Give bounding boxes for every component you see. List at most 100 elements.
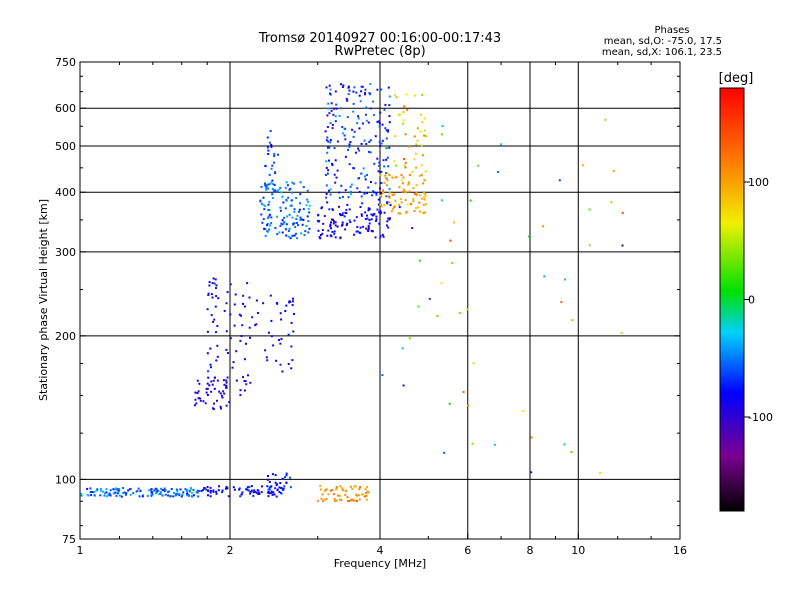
echo-point <box>286 215 289 218</box>
echo-point <box>436 315 439 318</box>
echo-point <box>401 182 404 185</box>
echo-point <box>394 135 397 138</box>
echo-point <box>388 95 391 98</box>
echo-point <box>358 498 361 501</box>
echo-point <box>219 405 222 408</box>
echo-point <box>338 191 341 194</box>
echo-point <box>368 150 370 153</box>
echo-point <box>263 208 266 211</box>
echo-point <box>270 143 273 146</box>
echo-point <box>223 309 226 312</box>
echo-point <box>198 382 201 385</box>
echo-point <box>106 495 109 498</box>
echo-point <box>334 181 337 184</box>
echo-point <box>178 493 181 495</box>
echo-point <box>424 194 427 197</box>
echo-point <box>217 297 220 300</box>
echo-point <box>423 179 426 182</box>
echo-point <box>268 486 271 489</box>
echo-point <box>325 86 328 89</box>
echo-point <box>120 495 123 498</box>
echo-point <box>268 173 271 176</box>
echo-point <box>280 487 283 489</box>
echo-point <box>380 170 383 173</box>
echo-point <box>320 497 323 500</box>
echo-point <box>367 225 370 228</box>
echo-point <box>161 494 164 497</box>
echo-point <box>451 261 454 264</box>
echo-point <box>335 486 338 488</box>
echo-point <box>386 156 389 159</box>
echo-point <box>287 235 290 238</box>
echo-point <box>290 235 293 238</box>
echo-point <box>240 493 243 496</box>
echo-point <box>213 318 216 321</box>
echo-point <box>325 498 328 500</box>
echo-point <box>172 495 175 498</box>
echo-point <box>348 500 351 502</box>
echo-point <box>375 191 378 194</box>
echo-point <box>199 399 202 402</box>
echo-point <box>304 230 307 233</box>
echo-point <box>334 221 337 224</box>
echo-point <box>206 387 209 390</box>
echo-point <box>112 492 115 495</box>
echo-point <box>377 198 380 201</box>
echo-point <box>271 188 274 191</box>
echo-point <box>210 489 213 492</box>
echo-point <box>281 477 284 480</box>
echo-point <box>117 491 120 494</box>
echo-point <box>323 489 326 492</box>
echo-point <box>325 193 328 195</box>
echo-point <box>295 218 298 220</box>
echo-point <box>207 494 209 497</box>
echo-point <box>329 122 332 125</box>
echo-point <box>358 190 361 193</box>
echo-point <box>355 216 358 219</box>
echo-point <box>125 493 127 496</box>
echo-point <box>288 301 291 304</box>
echo-point <box>174 494 177 497</box>
echo-point <box>89 487 92 490</box>
echo-point <box>214 305 217 308</box>
echo-point <box>329 92 332 95</box>
echo-point <box>353 499 356 502</box>
echo-point <box>196 392 199 394</box>
echo-point <box>621 244 624 247</box>
echo-point <box>285 304 288 307</box>
echo-point <box>194 391 197 394</box>
echo-point <box>360 85 363 88</box>
echo-point <box>542 225 545 228</box>
echo-point <box>254 490 257 493</box>
echo-point <box>393 94 396 97</box>
echo-point <box>382 159 385 162</box>
echo-point <box>287 333 290 336</box>
echo-point <box>329 234 332 237</box>
echo-point <box>378 164 381 167</box>
echo-point <box>267 495 270 498</box>
echo-point <box>382 235 385 238</box>
echo-point <box>366 217 369 220</box>
echo-point <box>380 192 383 195</box>
echo-point <box>156 490 159 493</box>
echo-point <box>243 389 246 392</box>
echo-point <box>604 118 607 121</box>
echo-point <box>419 210 421 213</box>
y-tick-label: 200 <box>55 330 76 343</box>
echo-point <box>267 203 270 206</box>
colorbar-gradient <box>719 87 745 512</box>
echo-point <box>276 233 279 236</box>
echo-point <box>220 407 222 410</box>
echo-point <box>164 489 167 492</box>
echo-point <box>248 326 251 329</box>
echo-point <box>266 478 269 481</box>
echo-point <box>458 311 461 314</box>
echo-point <box>241 491 244 494</box>
echo-point <box>267 331 270 334</box>
echo-point <box>353 86 356 89</box>
echo-point <box>326 151 329 154</box>
echo-point <box>333 173 336 176</box>
echo-point <box>217 489 220 492</box>
echo-point <box>381 374 384 377</box>
echo-point <box>279 312 282 315</box>
